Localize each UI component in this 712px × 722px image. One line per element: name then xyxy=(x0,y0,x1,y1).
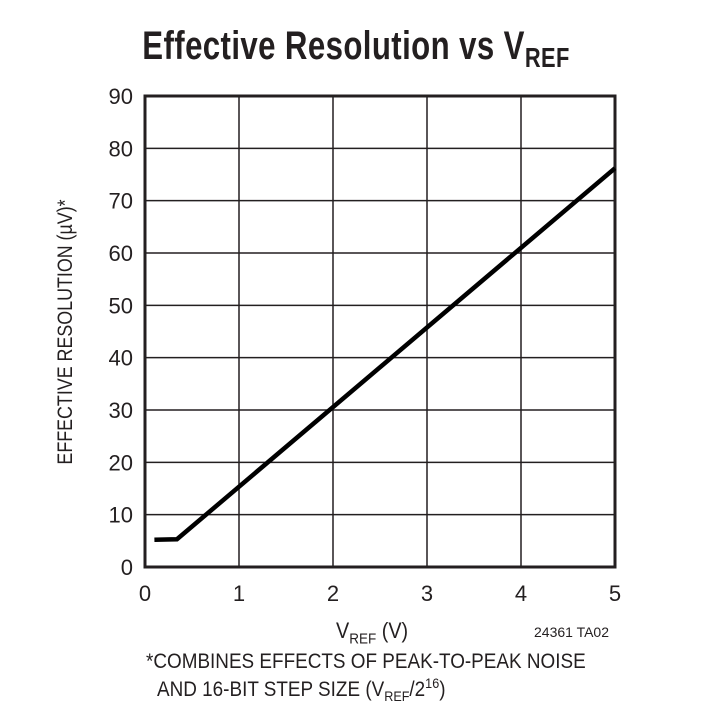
chart-title: Effective Resolution vs VREF xyxy=(142,24,570,73)
y-tick-label: 20 xyxy=(109,450,133,475)
x-axis-label: VREF (V) xyxy=(336,618,409,648)
x-tick-label: 5 xyxy=(609,581,621,606)
y-tick-label: 0 xyxy=(121,555,133,580)
footnote-line-1: *COMBINES EFFECTS OF PEAK-TO-PEAK NOISE xyxy=(146,650,586,673)
x-tick-label: 4 xyxy=(515,581,527,606)
y-tick-label: 70 xyxy=(109,189,133,214)
y-tick-label: 30 xyxy=(109,398,133,423)
y-tick-label: 80 xyxy=(109,136,133,161)
y-axis-label: EFFECTIVE RESOLUTION (µV)* xyxy=(54,199,77,465)
x-tick-label: 3 xyxy=(421,581,433,606)
x-tick-label: 1 xyxy=(233,581,245,606)
y-tick-label: 10 xyxy=(109,503,133,528)
y-tick-label: 50 xyxy=(109,293,133,318)
x-tick-label: 0 xyxy=(139,581,151,606)
y-tick-label: 40 xyxy=(109,346,133,371)
x-tick-label: 2 xyxy=(327,581,339,606)
series-line xyxy=(154,166,617,543)
plot-frame xyxy=(143,94,617,569)
y-tick-label: 90 xyxy=(109,84,133,109)
figure-id: 24361 TA02 xyxy=(534,624,609,640)
footnote-line-2: AND 16-BIT STEP SIZE (VREF/216) xyxy=(157,675,446,705)
y-tick-label: 60 xyxy=(109,241,133,266)
